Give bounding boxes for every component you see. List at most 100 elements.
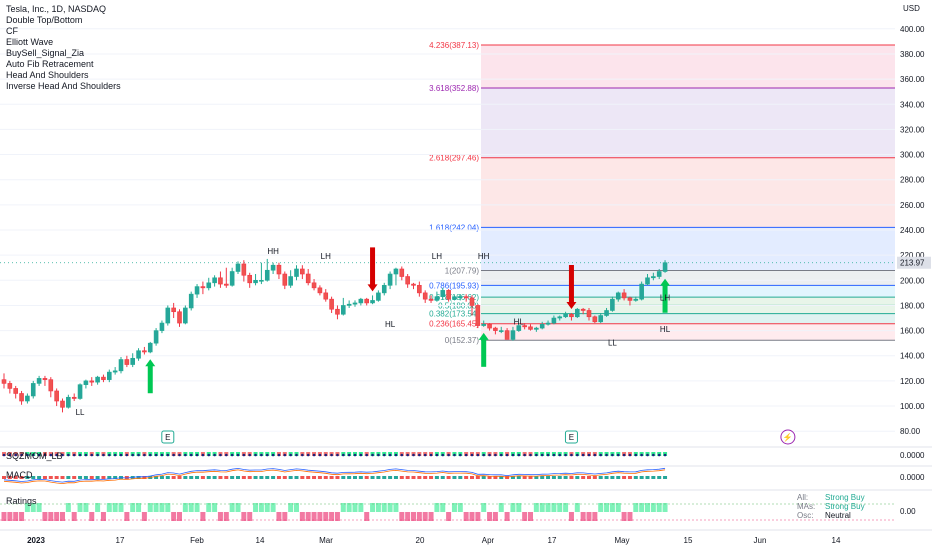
sqzmom-dot <box>219 453 222 457</box>
sqzmom-dot <box>570 453 573 457</box>
ratings-bar <box>311 512 317 521</box>
ratings-bar <box>422 512 428 521</box>
macd-histogram-bar <box>411 476 416 479</box>
sqzmom-dot <box>347 453 351 457</box>
candle-body <box>498 330 504 332</box>
time-axis: 2023 17 Feb 14 Mar 20 Apr 17 May 15 Jun 14 <box>27 536 841 545</box>
sell-signal-arrowhead <box>566 301 577 309</box>
price-tick-label: 140.00 <box>900 352 925 361</box>
macd-histogram-bar <box>323 476 328 479</box>
macd-histogram-bar <box>610 476 615 479</box>
symbol-title[interactable]: Tesla, Inc., 1D, NASDAQ <box>6 4 107 14</box>
candle-body <box>36 378 42 384</box>
sqzmom-dot <box>494 453 497 457</box>
sqzmom-dot <box>382 453 386 457</box>
macd-histogram-bar <box>452 476 457 479</box>
price-tick-label: 80.00 <box>900 427 921 436</box>
candle-body <box>282 273 288 286</box>
candle-body <box>235 263 241 272</box>
macd-histogram-bar <box>399 476 404 479</box>
sqzmom-dot <box>353 453 357 457</box>
candle-body <box>352 302 358 305</box>
candle-body <box>493 327 498 331</box>
time-tick-label: Mar <box>319 536 333 545</box>
sqzmom-dot <box>248 453 251 457</box>
candle-body <box>586 310 592 318</box>
sqzmom-dot <box>605 453 608 457</box>
candle-body <box>516 325 522 331</box>
ratings-bar <box>650 503 656 512</box>
macd-histogram-bar <box>113 476 118 479</box>
sqzmom-dot <box>143 453 146 457</box>
chart-legend: Tesla, Inc., 1D, NASDAQ Double Top/Botto… <box>6 4 121 92</box>
candle-body <box>323 292 329 300</box>
price-tick-label: 200.00 <box>900 276 925 285</box>
macd-histogram-bar <box>183 476 188 479</box>
ratings-bar <box>60 512 65 521</box>
candle-body <box>66 396 71 408</box>
indicator-double-top-bottom[interactable]: Double Top/Bottom <box>6 15 83 25</box>
ratings-bar <box>124 512 130 521</box>
macd-title[interactable]: MACD <box>6 470 33 480</box>
indicator-cf[interactable]: CF <box>6 26 18 36</box>
macd-histogram-bar <box>241 476 246 479</box>
macd-histogram-bar <box>312 476 317 479</box>
macd-histogram-bar <box>358 476 363 479</box>
candle-body <box>30 383 36 397</box>
ratings-bar <box>545 503 551 512</box>
candle-body <box>83 380 89 385</box>
candle-body <box>300 268 305 275</box>
sqzmom-dot <box>371 453 374 457</box>
macd-histogram-bar <box>294 476 299 479</box>
macd-histogram-bar <box>317 476 322 479</box>
ratings-bar <box>112 503 118 512</box>
candle-body <box>592 316 598 323</box>
sell-signal-arrow <box>568 264 574 303</box>
macd-histogram-bar <box>136 476 141 479</box>
macd-histogram-bar <box>101 476 106 479</box>
ratings-bar <box>463 512 469 521</box>
candle-body <box>89 380 95 383</box>
candle-body <box>270 264 276 271</box>
ratings-bar <box>621 512 627 521</box>
pattern-label: HL <box>385 320 396 329</box>
ratings-title[interactable]: Ratings <box>6 496 37 506</box>
candle-body <box>574 308 580 318</box>
sqzmom-dot <box>225 453 228 457</box>
sqzmom-dot <box>418 453 421 457</box>
buy-signal-arrow <box>481 338 487 367</box>
sell-signal-arrowhead <box>367 284 378 292</box>
macd-histogram-bar <box>107 476 112 479</box>
macd-histogram-bar <box>78 476 83 479</box>
buy-sell-signals <box>145 247 671 394</box>
ratings-bar <box>153 503 159 512</box>
indicator-inverse-head-shoulders[interactable]: Inverse Head And Shoulders <box>6 81 121 91</box>
indicator-buysell-signal[interactable]: BuySell_Signal_Zia <box>6 48 85 58</box>
candle-body <box>311 282 317 289</box>
macd-histogram-bar <box>528 476 533 479</box>
ratings-bar <box>533 503 539 512</box>
ratings-bar <box>615 503 621 512</box>
candle-body <box>247 274 252 284</box>
macd-histogram-bar <box>370 476 375 479</box>
candle-body <box>510 330 516 340</box>
macd-histogram-bar <box>353 476 357 479</box>
ratings-bar <box>118 503 124 512</box>
fib-label: 1.618(242.04) <box>429 223 479 232</box>
ratings-bar <box>299 512 305 521</box>
sqzmom-title[interactable]: SQZMOM_LB <box>6 451 63 461</box>
macd-histogram-bar <box>271 476 276 479</box>
pattern-labels: LL HH LH HL LH HH HL LL LH HL <box>76 247 671 417</box>
candle-body <box>662 262 668 272</box>
ratings-bar <box>645 503 650 512</box>
time-tick-label: 15 <box>684 536 693 545</box>
sqzmom-dot <box>131 453 134 457</box>
indicator-auto-fib[interactable]: Auto Fib Retracement <box>6 59 94 69</box>
sqzmom-dot <box>213 453 216 457</box>
candle-body <box>346 303 352 306</box>
macd-histogram-bar <box>142 476 147 479</box>
indicator-elliott-wave[interactable]: Elliott Wave <box>6 37 54 47</box>
indicator-head-shoulders[interactable]: Head And Shoulders <box>6 70 89 80</box>
macd-histogram-bar <box>551 476 556 479</box>
